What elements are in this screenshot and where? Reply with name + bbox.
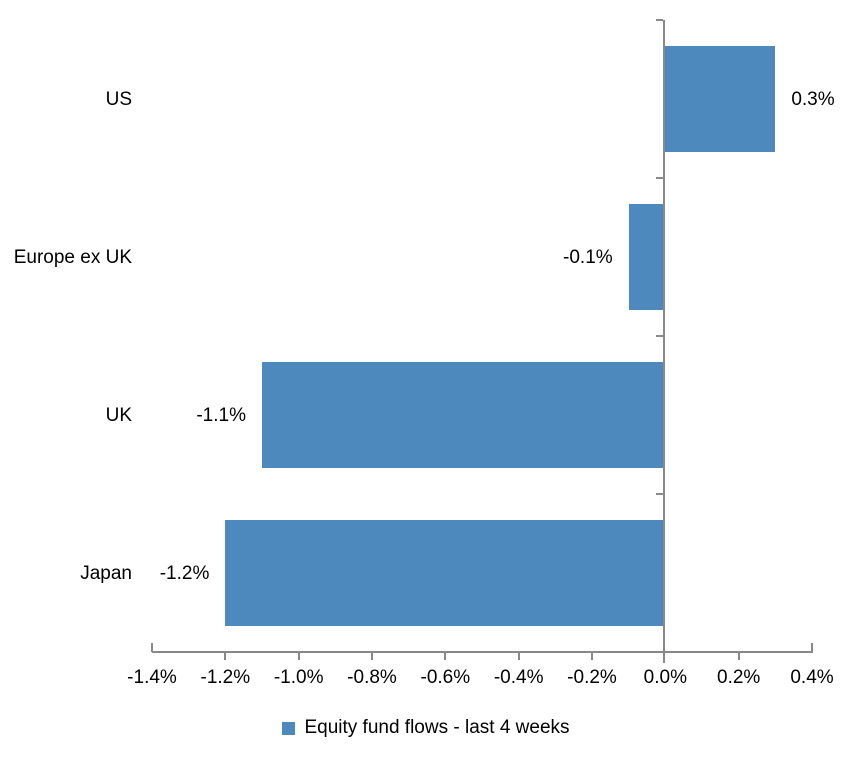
y-tick-3 <box>656 493 664 495</box>
category-label-japan: Japan <box>80 562 132 584</box>
data-label-europe-ex-uk: -0.1% <box>563 246 613 268</box>
x-tick-1 <box>224 653 227 660</box>
data-label-us: 0.3% <box>791 88 835 110</box>
bar-us <box>665 46 776 152</box>
legend-label: Equity fund flows - last 4 weeks <box>304 717 570 738</box>
x-tick-label-7: 0.0% <box>643 667 687 688</box>
x-tick-label-1: -1.2% <box>200 667 251 688</box>
value-axis-line <box>152 651 813 653</box>
x-tick-9 <box>811 643 813 652</box>
x-tick-3 <box>371 653 373 660</box>
category-label-us: US <box>105 88 132 110</box>
x-tick-label-2: -1.0% <box>273 667 324 688</box>
y-tick-0 <box>656 19 664 21</box>
x-tick-label-3: -0.8% <box>347 667 397 688</box>
x-tick-0 <box>151 643 153 652</box>
x-tick-label-4: -0.6% <box>420 667 471 688</box>
x-tick-2 <box>297 653 300 660</box>
data-label-japan: -1.2% <box>159 562 210 584</box>
x-tick-label-8: 0.2% <box>717 667 761 688</box>
y-tick-1 <box>656 177 664 179</box>
data-label-uk: -1.1% <box>196 404 246 426</box>
category-axis-line <box>663 20 666 663</box>
x-tick-label-6: -0.2% <box>567 667 617 688</box>
category-label-europe-ex-uk: Europe ex UK <box>13 246 132 268</box>
bar-uk <box>262 362 666 468</box>
x-tick-4 <box>444 653 447 660</box>
x-tick-8 <box>737 653 740 660</box>
y-tick-2 <box>656 335 664 337</box>
x-tick-label-9: 0.4% <box>790 667 834 688</box>
x-tick-6 <box>591 653 593 660</box>
legend: Equity fund flows - last 4 weeks <box>0 717 852 739</box>
x-tick-5 <box>517 653 520 660</box>
bar-japan <box>225 520 666 626</box>
x-tick-label-5: -0.4% <box>493 667 544 688</box>
y-tick-4 <box>656 651 664 653</box>
category-label-uk: UK <box>105 404 132 426</box>
bar-europe-ex-uk <box>628 204 666 310</box>
legend-swatch-icon <box>282 721 296 735</box>
x-tick-label-0: -1.4% <box>127 667 177 688</box>
